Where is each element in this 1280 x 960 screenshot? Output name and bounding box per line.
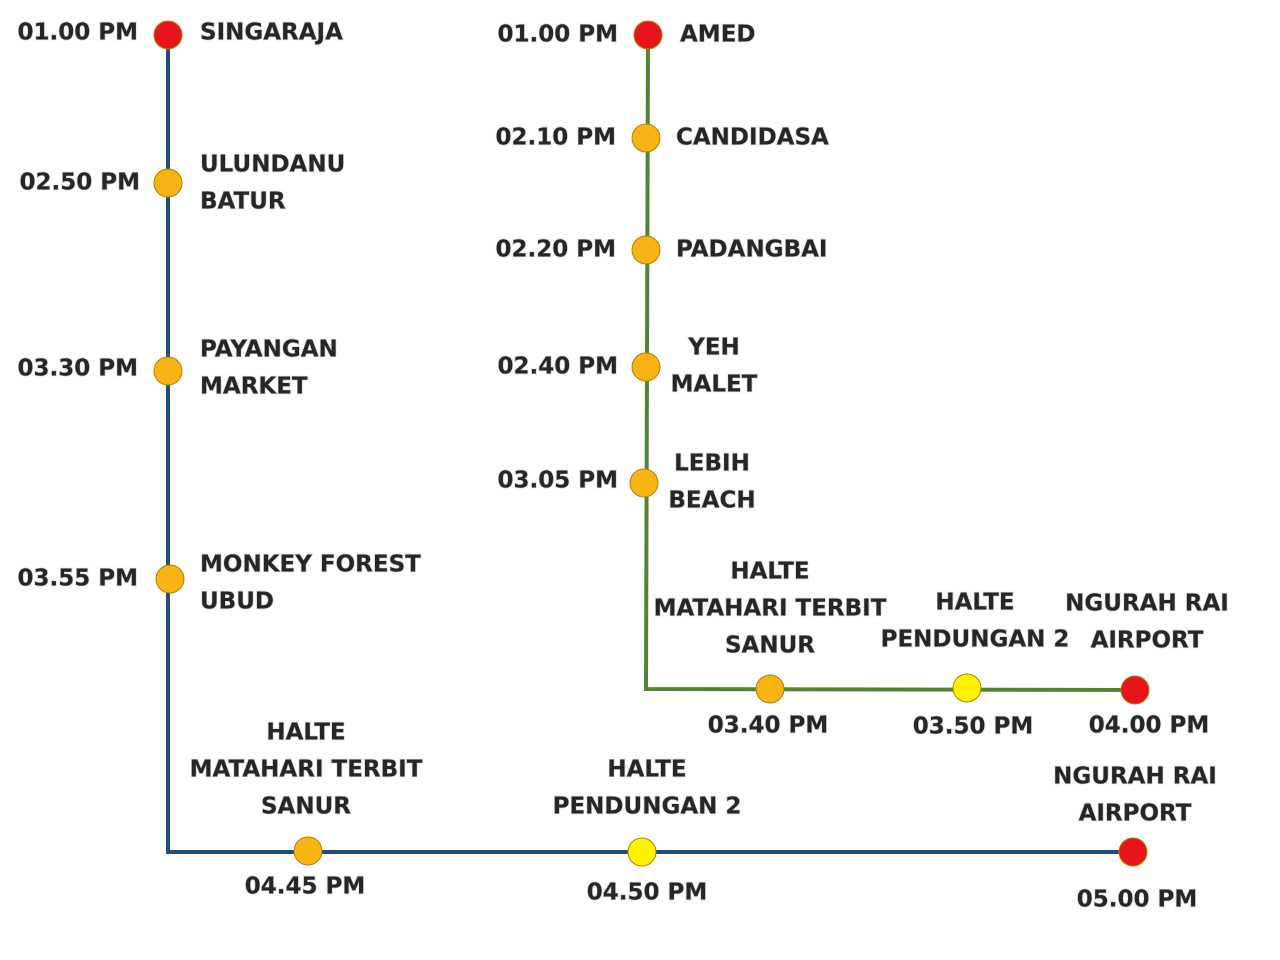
stop-name: HALTE [730,559,809,585]
stop-name: MALET [671,372,758,398]
stop-name: YEH [687,335,740,361]
stop-name: SANUR [725,633,815,659]
stop-name: PADANGBAI [676,237,827,263]
stop-name: BEACH [668,488,755,514]
stop-name: MATAHARI TERBIT [654,596,887,622]
stop-time: 02.10 PM [495,125,616,151]
stop-name: ULUNDANU [200,152,345,178]
stop-dot [153,356,183,386]
stop-name: HALTE [607,757,686,783]
stop-name: HALTE [935,590,1014,616]
stop-dot [631,235,661,265]
stop-name: AIRPORT [1091,628,1204,654]
stop-name: NGURAH RAI [1065,591,1229,617]
stop-dot [627,837,657,867]
stop-name: HALTE [266,720,345,746]
stop-dot [633,20,663,50]
stop-name: SINGARAJA [200,20,343,46]
stop-name: UBUD [200,589,274,615]
stop-time: 01.00 PM [17,20,138,46]
stop-dot [153,168,183,198]
stop-time: 03.55 PM [17,566,138,592]
stop-name: AMED [680,22,756,48]
stop-name: CANDIDASA [676,125,829,151]
stop-name: MATAHARI TERBIT [190,757,423,783]
stop-name: PENDUNGAN 2 [553,794,742,820]
stop-name: MARKET [200,374,308,400]
stop-name: AIRPORT [1079,801,1192,827]
stop-time: 03.50 PM [913,714,1034,740]
stop-name: NGURAH RAI [1053,764,1217,790]
stop-dot [155,564,185,594]
stop-dot [629,468,659,498]
stop-time: 04.45 PM [245,874,366,900]
stop-dot [631,123,661,153]
stop-dot [755,674,785,704]
stop-name: BATUR [200,189,286,215]
stop-time: 03.30 PM [17,356,138,382]
stop-dot [153,20,183,50]
stop-time: 02.40 PM [497,354,618,380]
stop-time: 03.40 PM [708,713,829,739]
stop-time: 02.50 PM [19,170,140,196]
stop-time: 02.20 PM [495,237,616,263]
stop-name: MONKEY FOREST [200,552,421,578]
stop-dot [631,352,661,382]
stop-name: LEBIH [674,451,750,477]
stop-time: 04.50 PM [587,880,708,906]
stop-name: PAYANGAN [200,337,338,363]
stop-time: 01.00 PM [497,22,618,48]
stop-time: 05.00 PM [1077,887,1198,913]
stop-dot [1118,837,1148,867]
stop-time: 03.05 PM [497,468,618,494]
stop-name: PENDUNGAN 2 [881,627,1070,653]
stop-dot [952,673,982,703]
route-line-blue [166,35,1133,854]
stop-dot [293,836,323,866]
stop-time: 04.00 PM [1089,713,1210,739]
stop-dot [1120,675,1150,705]
stop-name: SANUR [261,794,351,820]
